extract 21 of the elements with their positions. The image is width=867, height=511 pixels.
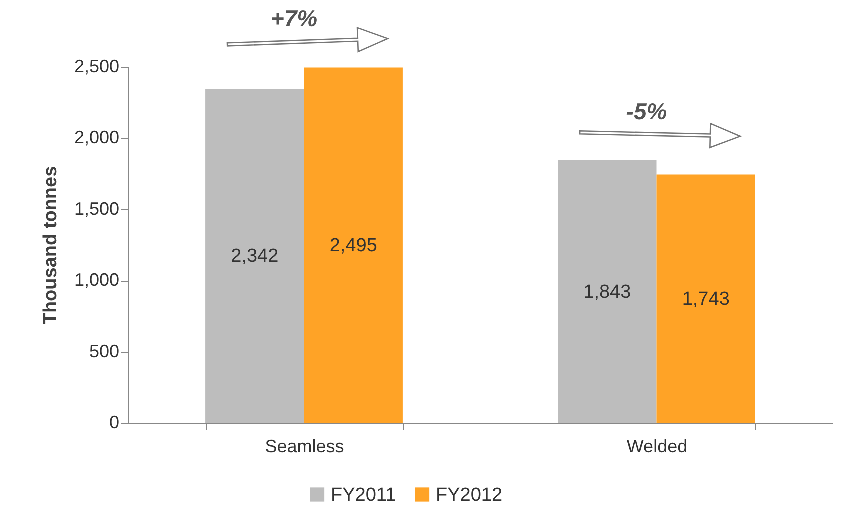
data-label: 1,843: [584, 282, 632, 303]
x-tick-label: Seamless: [265, 436, 344, 456]
text: +7%: [270, 6, 318, 32]
x-tick-label: Welded: [626, 436, 688, 456]
data-label: 1,743: [682, 288, 730, 310]
y-tick-label: 2,500: [74, 56, 120, 76]
bar: [558, 160, 657, 423]
bar: [656, 174, 756, 423]
bar: [206, 90, 304, 423]
data-label: 2,495: [330, 235, 378, 256]
y-tick-label: 1,000: [74, 270, 120, 290]
legend-label: FY2012: [436, 484, 503, 506]
annotation: -5%: [626, 98, 668, 125]
y-axis-title: Thousand tonnes: [40, 166, 62, 325]
y-tick-label: 500: [89, 341, 120, 362]
legend-label: FY2011: [331, 484, 396, 506]
y-tick-label: 0: [109, 412, 120, 432]
y-tick-label: 1,500: [74, 198, 120, 219]
data-label: 2,342: [231, 246, 279, 268]
y-tick-label: 2,000: [74, 128, 120, 148]
bar: [304, 68, 403, 423]
